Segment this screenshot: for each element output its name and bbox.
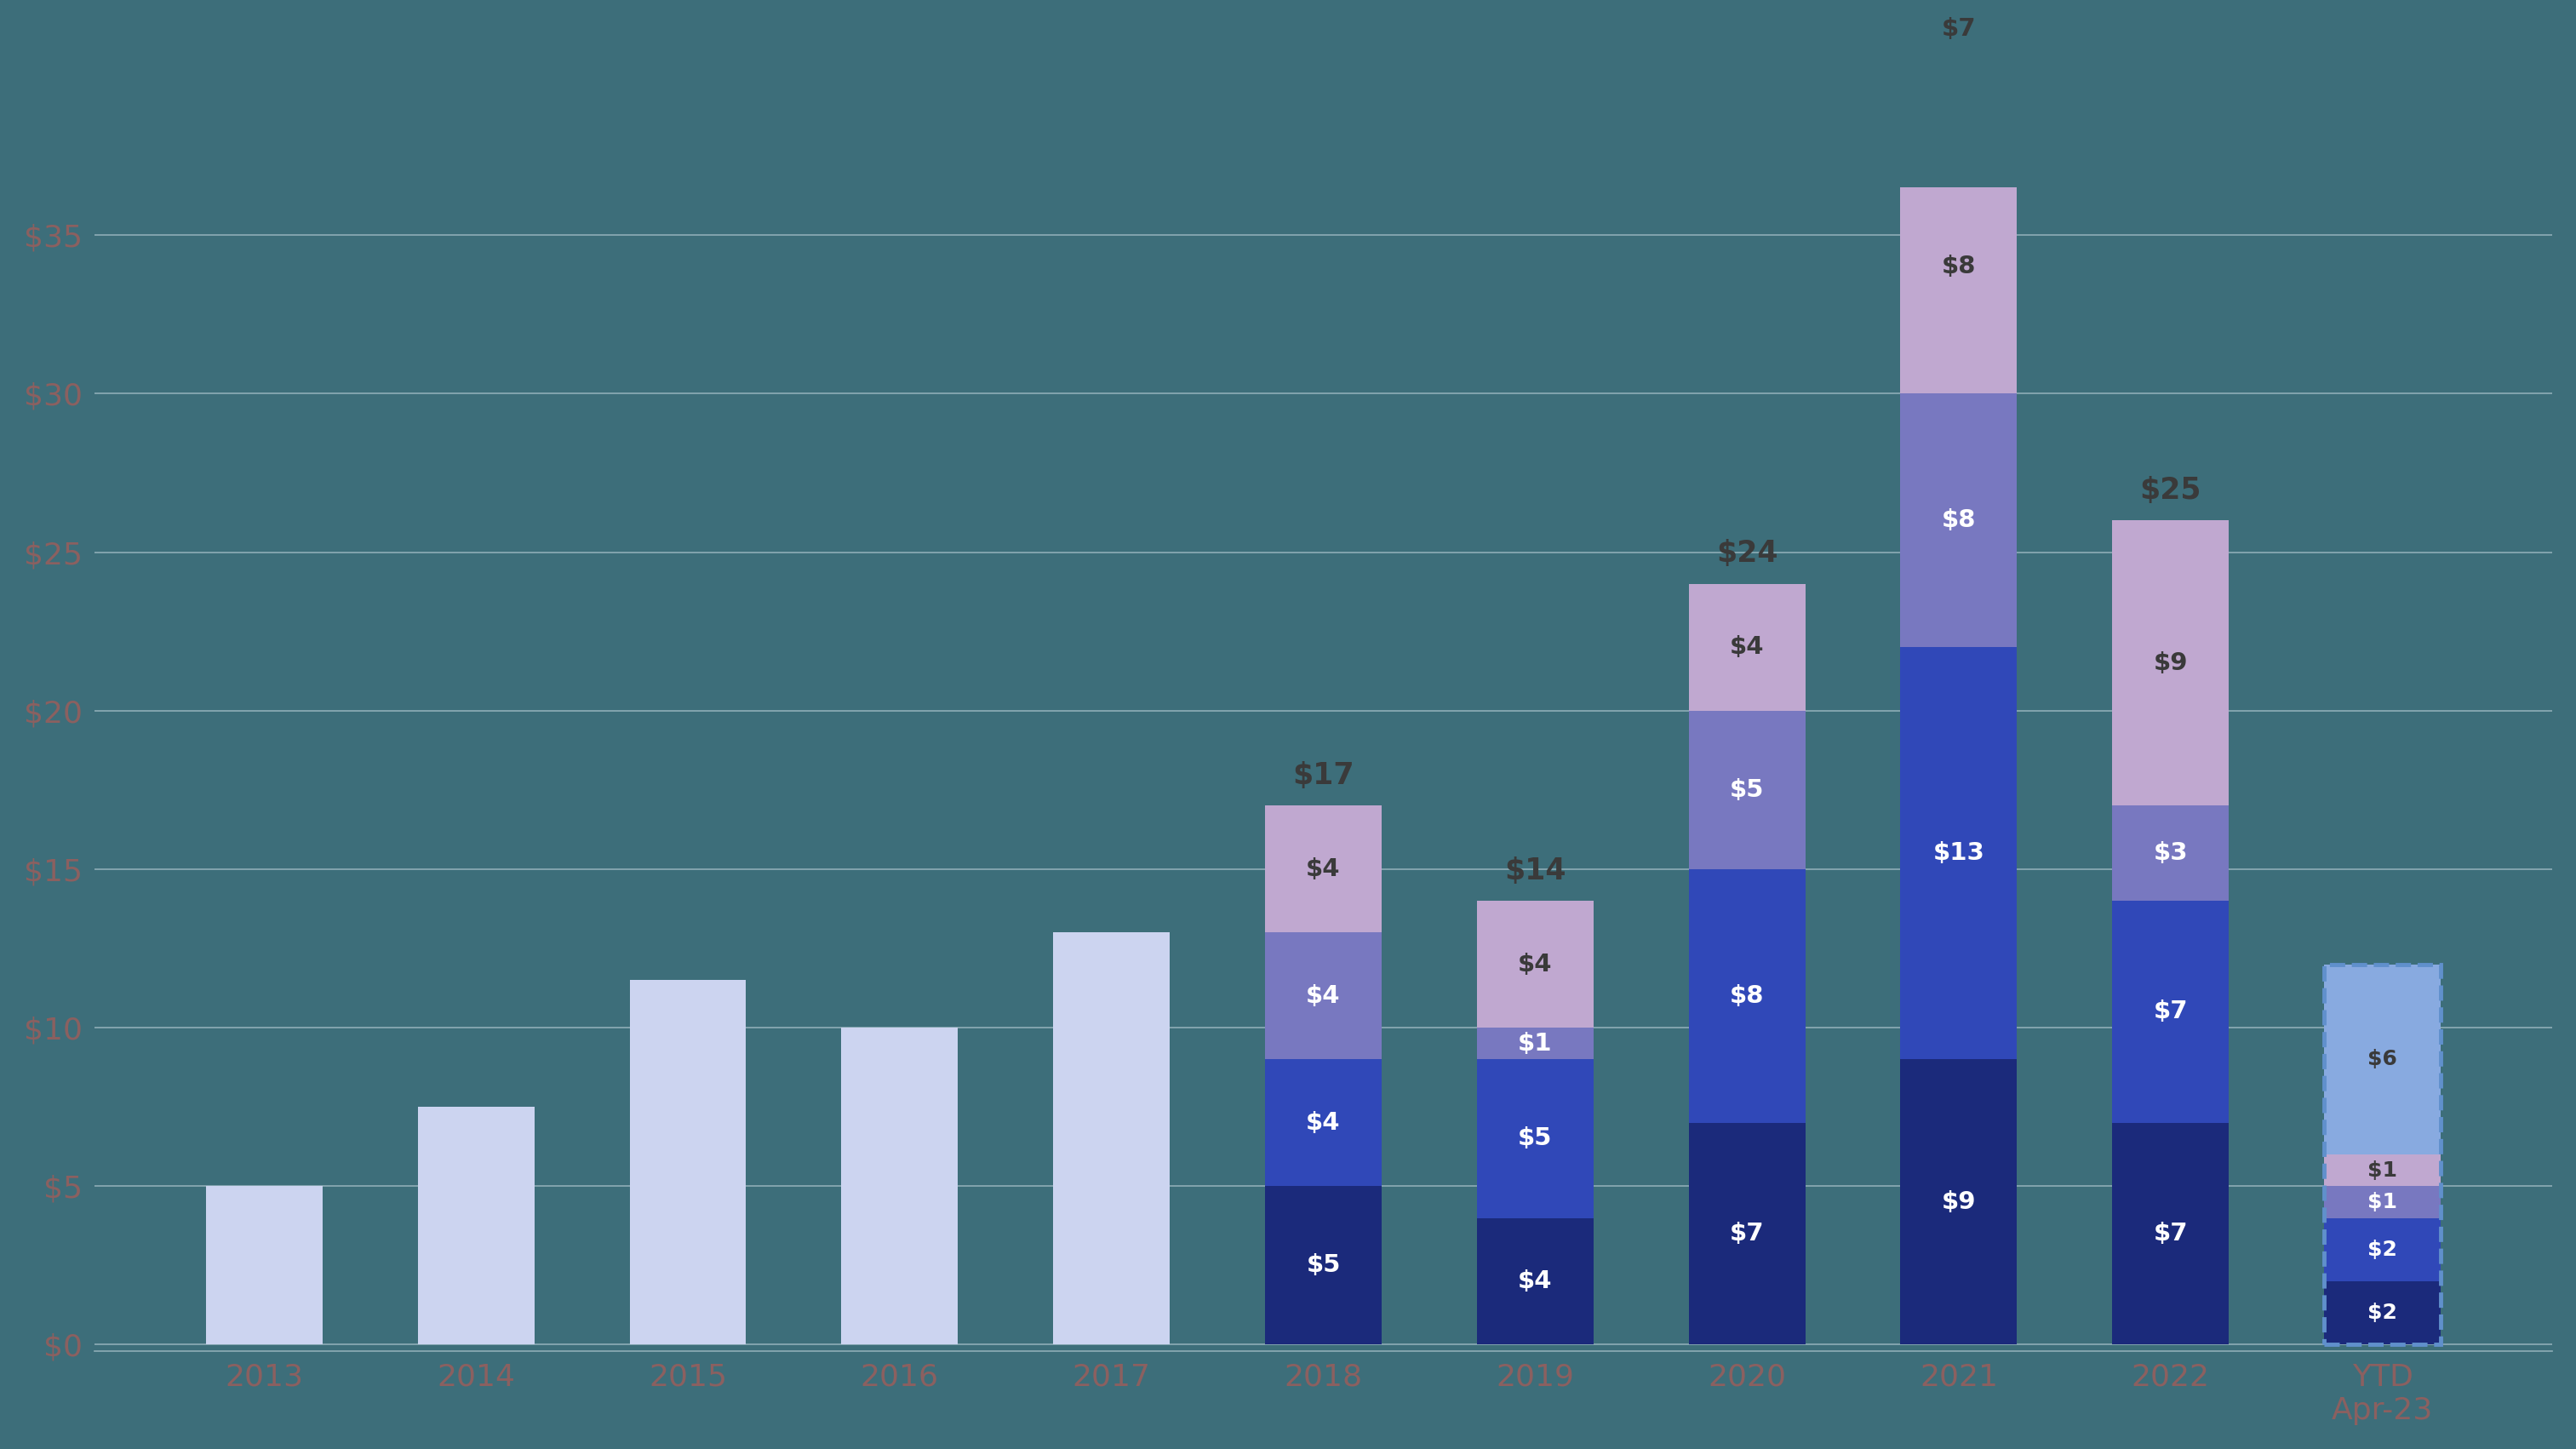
- Bar: [842, 1027, 958, 1345]
- Bar: [1265, 806, 1381, 933]
- Bar: [417, 1107, 533, 1345]
- Text: $4: $4: [1728, 635, 1765, 659]
- Bar: [2324, 1155, 2439, 1187]
- Text: $8: $8: [1728, 984, 1765, 1009]
- Bar: [2324, 1187, 2439, 1219]
- Text: $5: $5: [1306, 1253, 1340, 1278]
- Text: $25: $25: [2141, 475, 2202, 504]
- Bar: [2112, 520, 2228, 806]
- Bar: [2112, 1123, 2228, 1345]
- Text: $2: $2: [2367, 1303, 2398, 1323]
- Bar: [2112, 901, 2228, 1123]
- Text: $7: $7: [1942, 17, 1976, 41]
- Bar: [2324, 1219, 2439, 1281]
- Text: $2: $2: [2367, 1239, 2398, 1259]
- Text: $6: $6: [2367, 1049, 2398, 1069]
- Text: $3: $3: [2154, 842, 2187, 865]
- Text: $7: $7: [2154, 1000, 2187, 1024]
- Bar: [2324, 1281, 2439, 1345]
- Bar: [1690, 710, 1806, 869]
- Text: $9: $9: [1942, 1190, 1976, 1214]
- Text: $14: $14: [1504, 856, 1566, 885]
- Bar: [1476, 901, 1595, 1027]
- Text: $5: $5: [1728, 778, 1765, 801]
- Bar: [1901, 394, 2017, 648]
- Bar: [629, 980, 747, 1345]
- Bar: [1476, 1059, 1595, 1219]
- Text: $1: $1: [2367, 1193, 2398, 1213]
- Text: $8: $8: [1942, 255, 1976, 278]
- Bar: [1901, 141, 2017, 394]
- Bar: [1054, 933, 1170, 1345]
- Text: $4: $4: [1517, 1269, 1553, 1293]
- Text: $5: $5: [1517, 1127, 1553, 1151]
- Text: $9: $9: [2154, 651, 2187, 675]
- Bar: [1476, 1027, 1595, 1059]
- Bar: [1901, 648, 2017, 1059]
- Bar: [1901, 0, 2017, 141]
- Bar: [1901, 1059, 2017, 1345]
- Text: $1: $1: [1517, 1032, 1553, 1055]
- Text: $4: $4: [1306, 1111, 1340, 1135]
- Text: $4: $4: [1306, 984, 1340, 1009]
- Bar: [1265, 933, 1381, 1059]
- Text: $24: $24: [1716, 539, 1777, 568]
- Text: $4: $4: [1306, 858, 1340, 881]
- Bar: [1690, 869, 1806, 1123]
- Text: $8: $8: [1942, 509, 1976, 532]
- Bar: [2324, 964, 2439, 1155]
- Text: $13: $13: [1932, 842, 1984, 865]
- Bar: [206, 1187, 322, 1345]
- Bar: [1476, 1219, 1595, 1345]
- Bar: [2324, 964, 2439, 1345]
- Bar: [1265, 1187, 1381, 1345]
- Bar: [1690, 584, 1806, 710]
- Text: $4: $4: [1517, 952, 1553, 977]
- Text: $7: $7: [1728, 1222, 1765, 1246]
- Bar: [1265, 1059, 1381, 1187]
- Text: $7: $7: [2154, 1222, 2187, 1246]
- Bar: [2112, 806, 2228, 901]
- Bar: [1690, 1123, 1806, 1345]
- Text: $17: $17: [1293, 761, 1355, 790]
- Text: $1: $1: [2367, 1161, 2398, 1181]
